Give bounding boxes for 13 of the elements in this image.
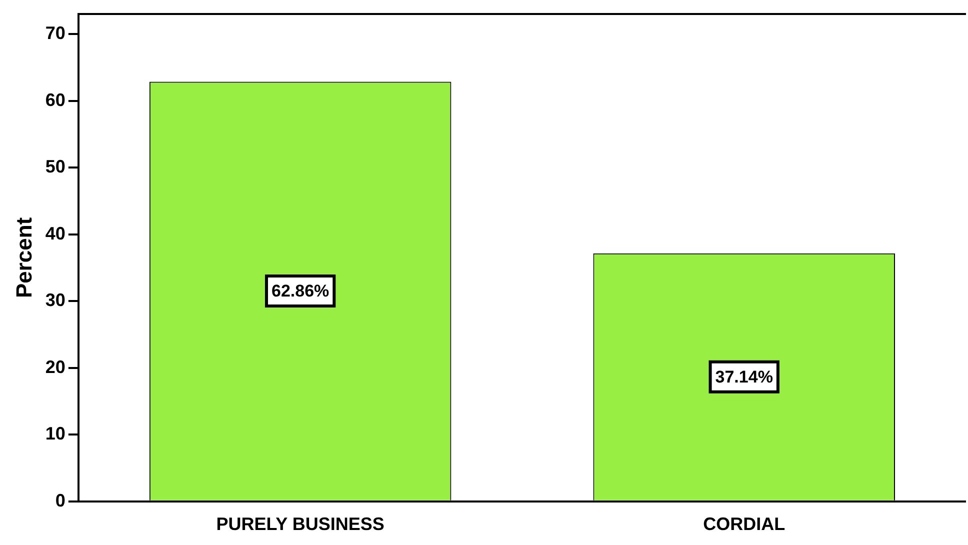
y-tick-label: 0 xyxy=(55,490,66,510)
y-tick-label: 20 xyxy=(45,356,66,377)
y-tick-label: 70 xyxy=(45,23,66,43)
y-tick-label: 60 xyxy=(45,90,66,110)
y-tick-label: 10 xyxy=(45,424,66,444)
data-label: 62.86% xyxy=(271,282,330,301)
data-label: 37.14% xyxy=(715,368,773,387)
x-tick-label: CORDIAL xyxy=(703,514,786,534)
x-tick-label: PURELY BUSINESS xyxy=(216,514,384,534)
y-axis-title: Percent xyxy=(11,216,36,298)
y-tick-label: 50 xyxy=(45,156,66,177)
y-tick-label: 30 xyxy=(45,290,66,310)
y-tick-label: 40 xyxy=(45,223,66,244)
